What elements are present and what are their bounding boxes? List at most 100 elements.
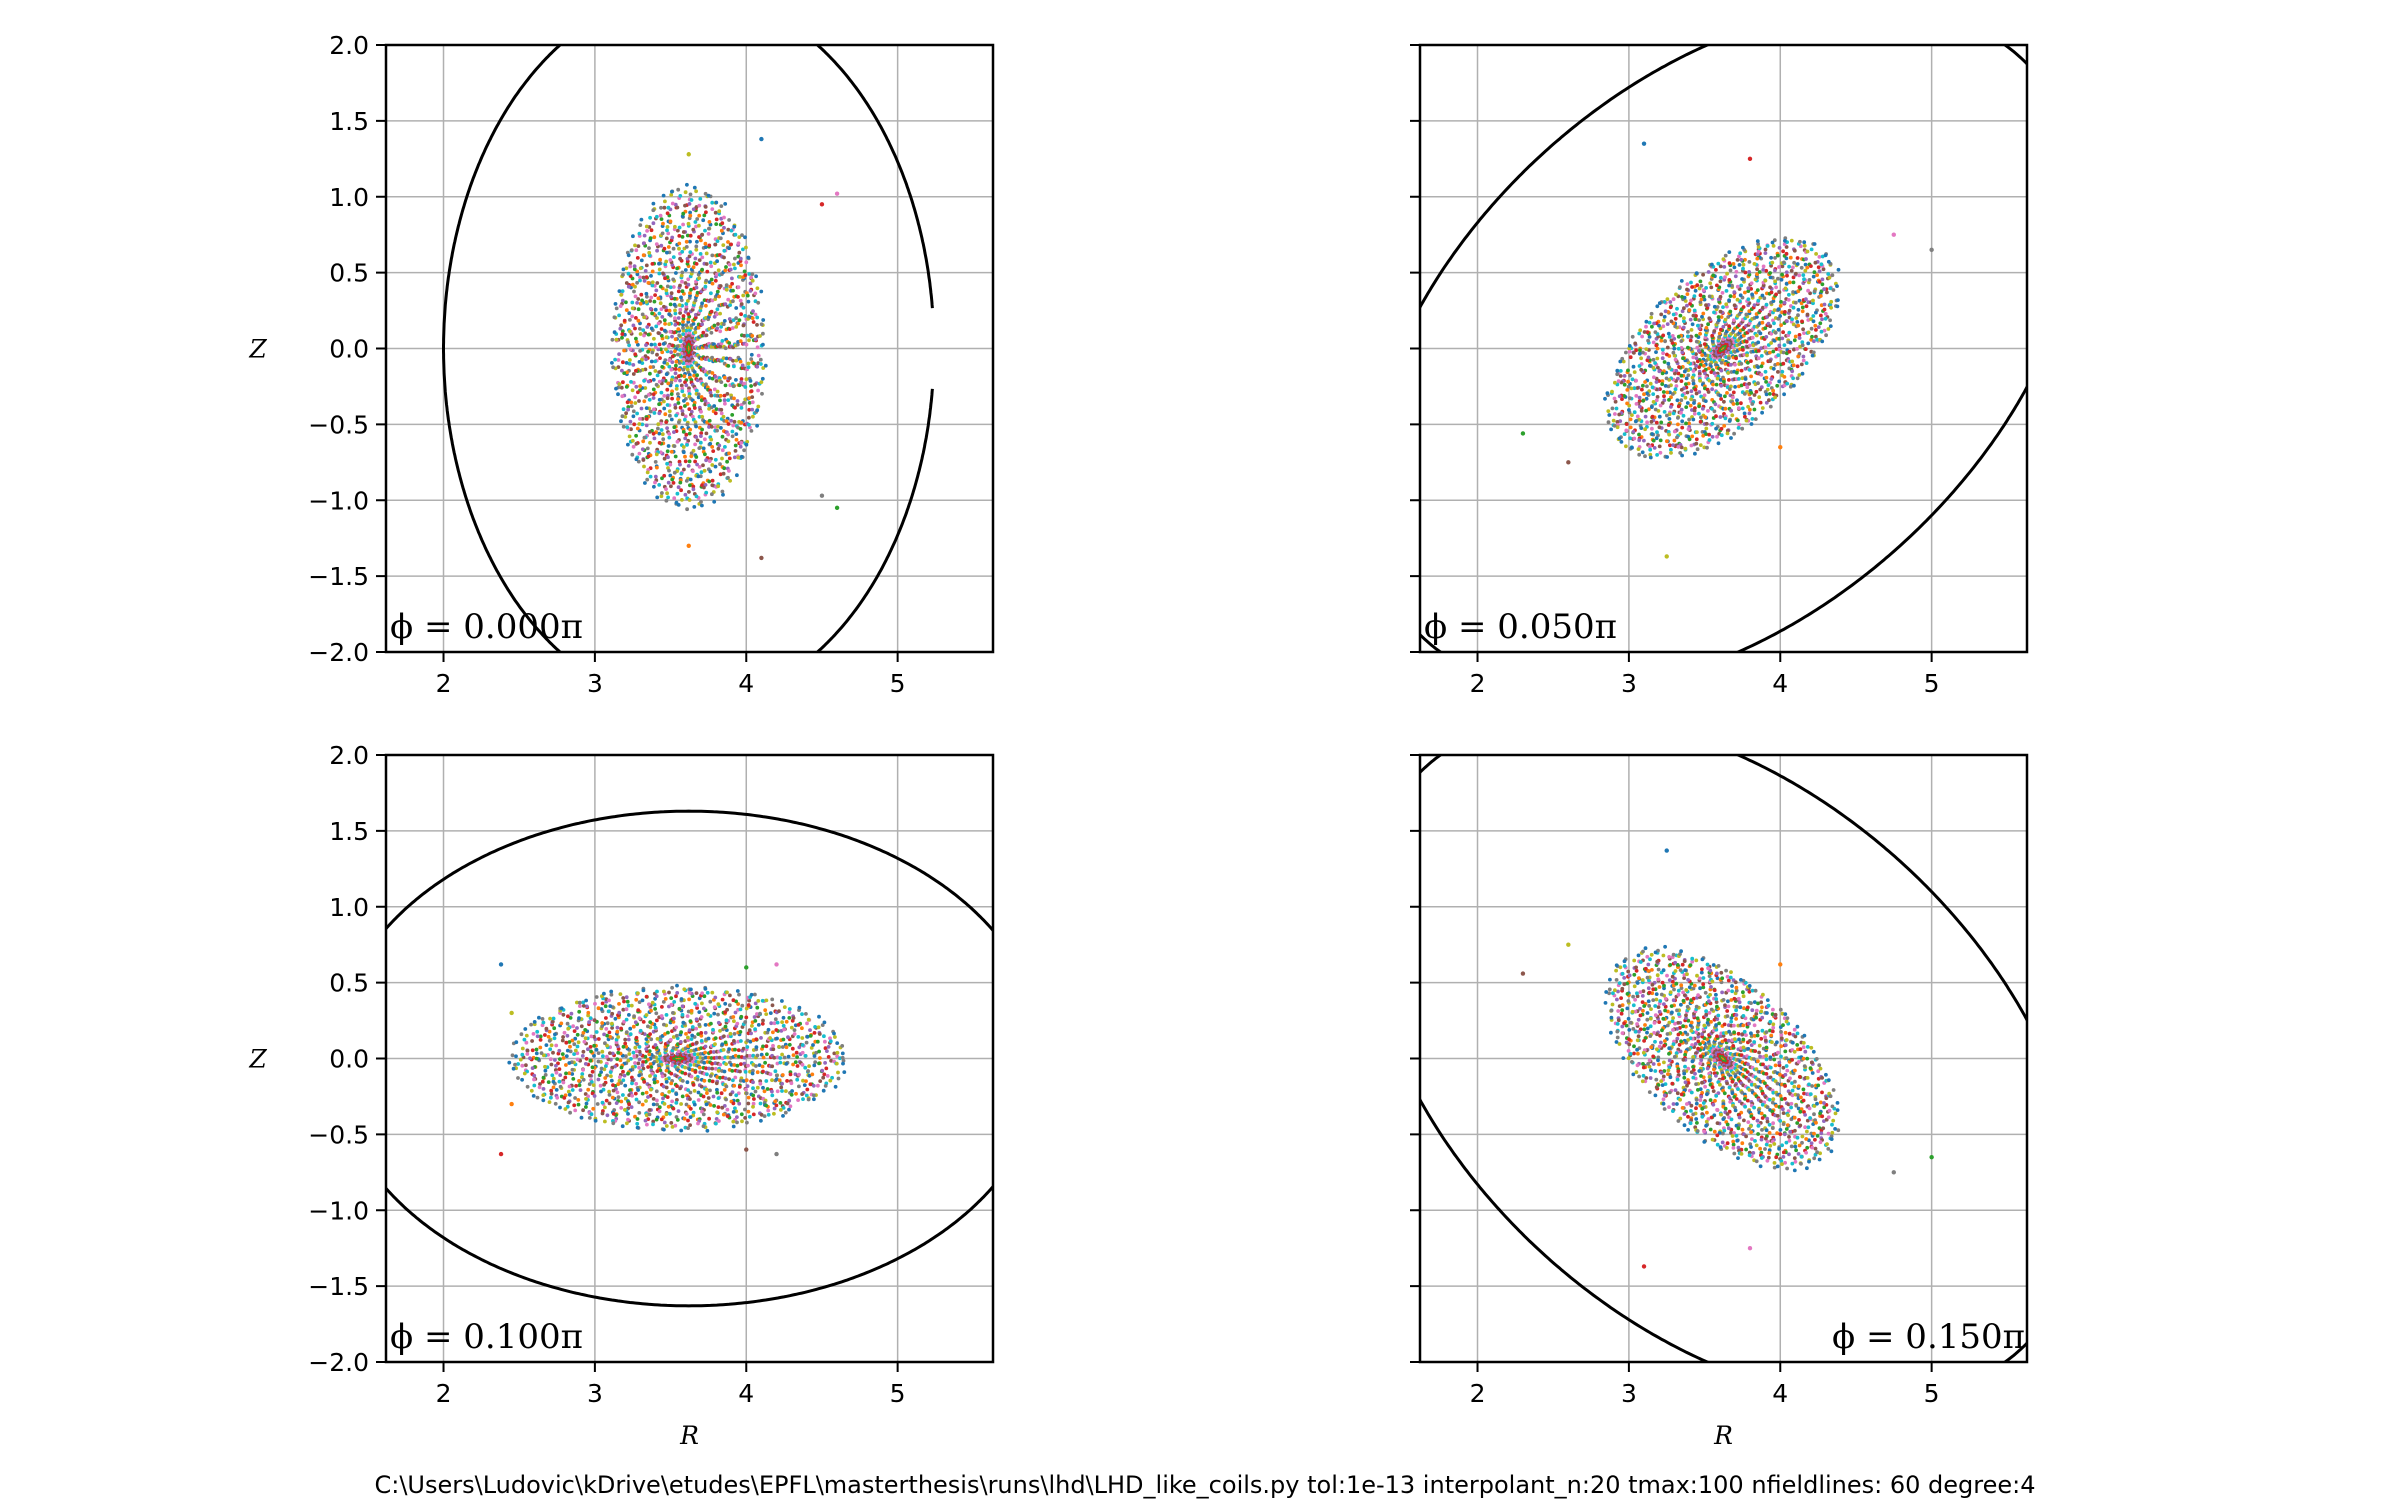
poincare-point — [745, 333, 750, 338]
poincare-point — [574, 1084, 578, 1088]
poincare-point — [657, 397, 662, 402]
poincare-point — [1660, 347, 1665, 352]
poincare-point — [619, 419, 623, 424]
poincare-point — [632, 289, 636, 294]
poincare-point — [741, 323, 746, 328]
poincare-point — [701, 1124, 706, 1129]
poincare-point — [1759, 372, 1764, 377]
poincare-point — [670, 985, 674, 990]
poincare-point — [633, 243, 637, 248]
poincare-point — [731, 1015, 736, 1019]
poincare-point — [736, 1091, 741, 1096]
poincare-point — [699, 1031, 704, 1035]
poincare-point — [629, 1003, 634, 1008]
poincare-point — [733, 1047, 737, 1052]
poincare-point — [693, 1001, 698, 1006]
poincare-point — [1710, 421, 1715, 426]
poincare-point — [629, 1105, 634, 1109]
poincare-point — [611, 1083, 615, 1087]
poincare-point — [691, 484, 696, 489]
poincare-point — [715, 389, 720, 394]
poincare-point — [1691, 378, 1696, 383]
poincare-point — [566, 1026, 571, 1031]
poincare-point — [641, 988, 646, 993]
poincare-point — [1660, 401, 1665, 405]
poincare-point — [697, 235, 701, 239]
poincare-point — [688, 291, 692, 295]
poincare-point — [806, 1097, 811, 1102]
poincare-point — [1643, 427, 1647, 432]
poincare-point — [647, 1112, 652, 1117]
poincare-point — [1648, 455, 1653, 460]
poincare-point — [668, 1111, 672, 1116]
poincare-point — [637, 1111, 642, 1115]
poincare-point — [534, 1056, 539, 1061]
poincare-point — [643, 269, 648, 273]
poincare-point — [642, 279, 647, 283]
poincare-point — [679, 295, 683, 300]
poincare-point — [790, 1046, 795, 1051]
poincare-point — [624, 1054, 628, 1059]
poincare-point — [1816, 325, 1821, 329]
poincare-point — [1725, 428, 1730, 433]
poincare-point — [618, 1075, 622, 1080]
poincare-point — [714, 1081, 719, 1086]
poincare-point — [1717, 318, 1721, 323]
poincare-point — [1645, 384, 1649, 389]
poincare-point — [1741, 245, 1745, 250]
poincare-point — [721, 492, 725, 497]
poincare-point — [650, 350, 655, 355]
stray-point — [759, 555, 764, 561]
poincare-point — [736, 285, 741, 290]
poincare-point — [686, 277, 691, 282]
poincare-point — [594, 995, 599, 999]
poincare-point — [1699, 297, 1704, 302]
poincare-point — [1739, 383, 1744, 388]
poincare-point — [806, 1069, 810, 1073]
poincare-point — [568, 1110, 572, 1115]
poincare-point — [634, 457, 639, 462]
x-tick-label: 2 — [1470, 669, 1486, 698]
poincare-point — [694, 435, 698, 439]
poincare-point — [1679, 373, 1684, 378]
poincare-point — [648, 306, 653, 311]
poincare-point — [1645, 330, 1650, 335]
poincare-point — [696, 395, 701, 400]
x-tick-label: 5 — [1924, 669, 1940, 698]
poincare-point — [618, 992, 623, 996]
poincare-point — [662, 304, 666, 309]
poincare-point — [1660, 356, 1665, 361]
poincare-point — [722, 248, 727, 253]
poincare-point — [689, 451, 694, 456]
poincare-point — [1680, 419, 1685, 424]
poincare-point — [616, 1082, 620, 1087]
poincare-point — [689, 1074, 694, 1079]
stray-point — [1566, 460, 1571, 465]
poincare-point — [614, 306, 619, 311]
poincare-point — [1658, 403, 1663, 408]
poincare-point — [653, 474, 658, 479]
poincare-point — [688, 1106, 693, 1111]
poincare-point — [642, 464, 646, 469]
poincare-point — [1714, 426, 1718, 431]
poincare-point — [1723, 317, 1728, 322]
poincare-point — [664, 1068, 669, 1073]
poincare-point — [725, 1114, 730, 1118]
poincare-point — [543, 1073, 548, 1077]
poincare-point — [1628, 425, 1633, 430]
poincare-point — [689, 454, 694, 459]
poincare-point — [746, 365, 751, 370]
poincare-point — [649, 295, 654, 300]
poincare-point — [707, 459, 712, 463]
poincare-point — [630, 452, 635, 457]
poincare-point — [1672, 429, 1677, 434]
poincare-point — [745, 1120, 749, 1125]
poincare-point — [1669, 319, 1674, 324]
poincare-point — [746, 1101, 751, 1106]
poincare-point — [1741, 348, 1745, 352]
poincare-point — [703, 205, 708, 209]
poincare-point — [768, 1036, 772, 1040]
poincare-point — [510, 1053, 515, 1058]
poincare-point — [573, 1096, 577, 1100]
poincare-point — [666, 1030, 670, 1035]
